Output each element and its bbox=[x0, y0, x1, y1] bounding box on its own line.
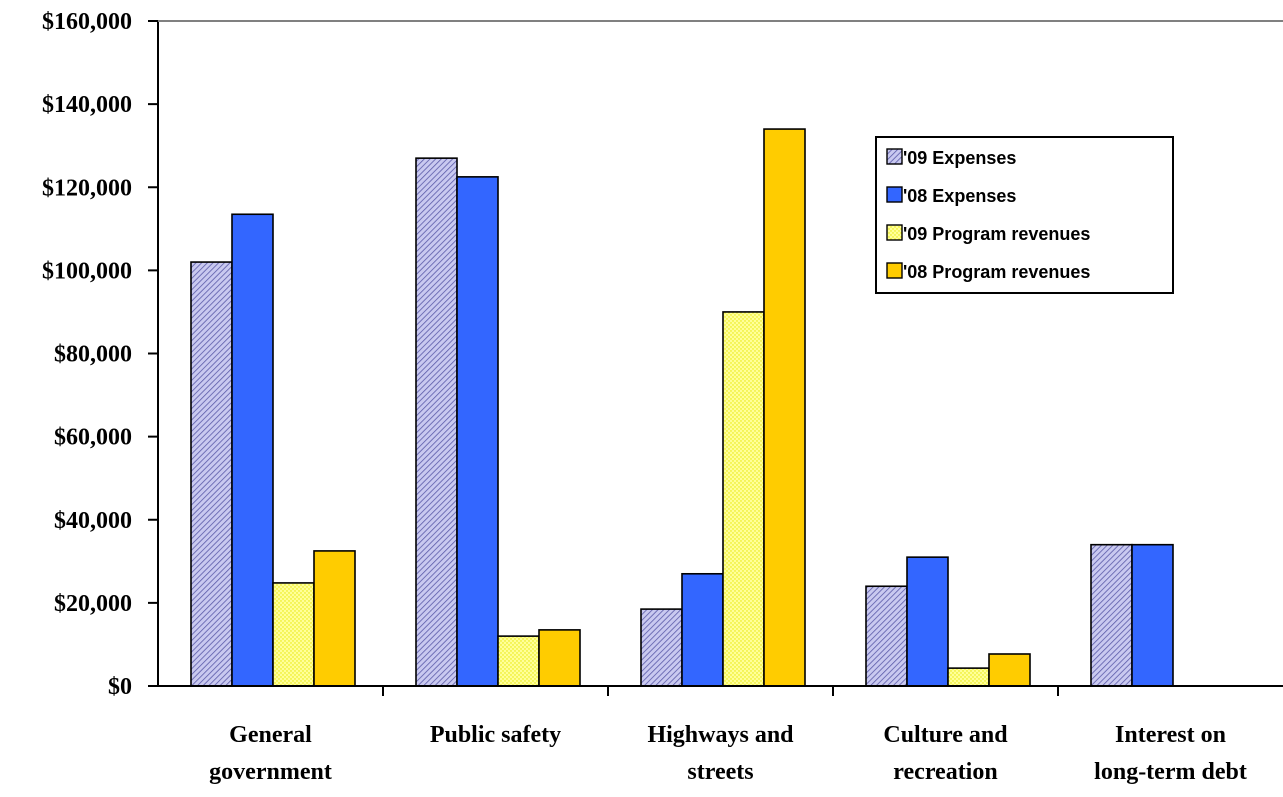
bars bbox=[190, 128, 1174, 687]
x-category-label: Interest on bbox=[1115, 722, 1226, 748]
legend-frame bbox=[875, 136, 1174, 294]
bar bbox=[988, 653, 1031, 687]
bar bbox=[722, 311, 765, 687]
bar bbox=[1090, 543, 1133, 687]
bar bbox=[415, 157, 458, 687]
bar bbox=[681, 572, 724, 687]
legend-swatch bbox=[886, 262, 903, 279]
legend-swatch bbox=[886, 186, 903, 203]
x-category-label: streets bbox=[687, 759, 753, 785]
legend-swatch bbox=[886, 224, 903, 241]
x-category-label: Highways and bbox=[647, 722, 794, 748]
bar bbox=[313, 550, 356, 687]
x-category-label: Culture and bbox=[883, 722, 1008, 748]
axes bbox=[148, 20, 1283, 696]
y-tick-label: $160,000 bbox=[42, 9, 132, 35]
y-tick-label: $20,000 bbox=[54, 591, 132, 617]
y-tick-label: $80,000 bbox=[54, 342, 132, 368]
bar bbox=[231, 213, 274, 687]
bar bbox=[1131, 543, 1174, 687]
y-tick-label: $140,000 bbox=[42, 92, 132, 118]
y-tick-label: $60,000 bbox=[54, 425, 132, 451]
y-tick-label: $40,000 bbox=[54, 508, 132, 534]
bar bbox=[456, 176, 499, 687]
bar bbox=[865, 585, 908, 687]
bar bbox=[947, 667, 990, 687]
legend-label: '09 Program revenues bbox=[903, 224, 1090, 244]
x-category-label: long-term debt bbox=[1094, 759, 1247, 785]
x-category-label: government bbox=[209, 759, 332, 785]
y-axis-tick-labels: $0 $20,000 $40,000 $60,000 $80,000 $100,000 $1… bbox=[42, 9, 132, 700]
legend-label: '08 Expenses bbox=[903, 186, 1016, 206]
y-tick-label: $120,000 bbox=[42, 175, 132, 201]
category-labels: General government Public safety Highways a… bbox=[209, 722, 1247, 785]
x-category-label: Public safety bbox=[430, 722, 561, 748]
bar bbox=[906, 556, 949, 687]
bar bbox=[497, 635, 540, 687]
legend-swatch bbox=[886, 148, 903, 165]
x-category-label: recreation bbox=[893, 759, 997, 785]
legend-label: '09 Expenses bbox=[903, 148, 1016, 168]
bar bbox=[640, 608, 683, 687]
bar bbox=[272, 582, 315, 687]
x-category-label: General bbox=[229, 722, 312, 748]
y-tick-label: $100,000 bbox=[42, 258, 132, 284]
bar bbox=[538, 629, 581, 687]
bar bbox=[190, 261, 233, 687]
bar bbox=[763, 128, 806, 687]
legend-label: '08 Program revenues bbox=[903, 262, 1090, 282]
legend: '09 Expenses '08 Expenses '09 Program reve… bbox=[875, 136, 1174, 294]
y-tick-label: $0 bbox=[108, 674, 132, 700]
